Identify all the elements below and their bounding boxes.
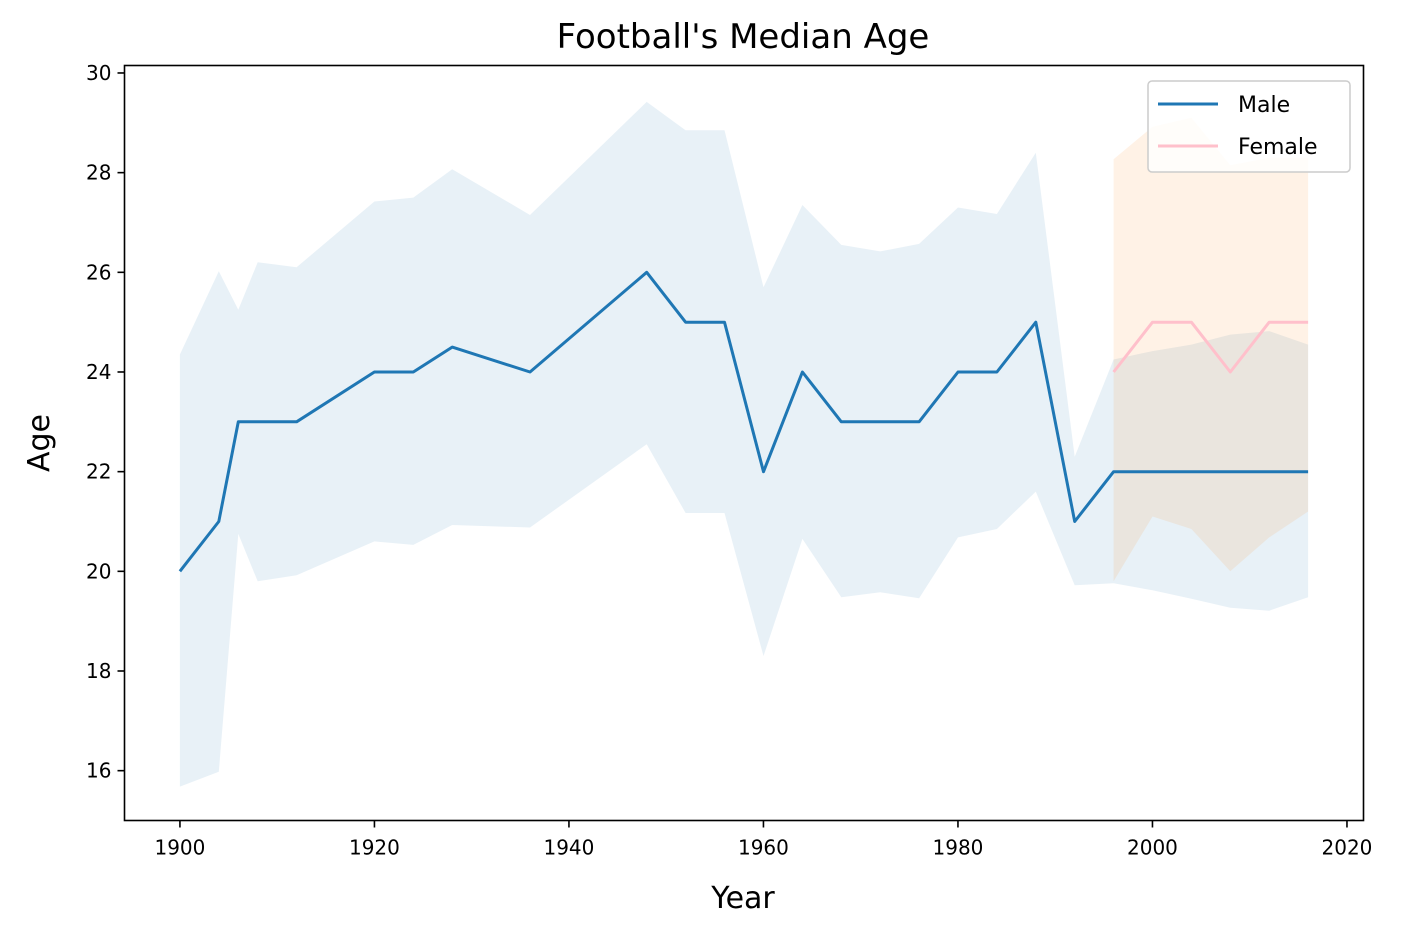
female-series-line <box>1112 320 1309 374</box>
x-tick-label: 1980 <box>933 836 984 860</box>
male-band <box>179 101 1309 787</box>
y-tick-label: 28 <box>86 161 111 185</box>
plot-frame <box>123 64 1365 822</box>
y-tick-label: 30 <box>86 61 111 85</box>
chart-title: Football's Median Age <box>557 17 930 57</box>
y-tick-label: 16 <box>86 759 111 783</box>
y-tick-label: 26 <box>86 260 111 284</box>
x-tick-label: 2020 <box>1322 836 1373 860</box>
y-tick-label: 18 <box>86 659 111 683</box>
legend: Male Female <box>1147 80 1351 173</box>
y-tick-label: 24 <box>86 360 111 384</box>
x-tick-label: 2000 <box>1127 836 1178 860</box>
y-axis-label: Age <box>22 414 57 472</box>
x-tick-label: 1960 <box>738 836 789 860</box>
female-band <box>1113 117 1309 582</box>
x-tick-label: 1920 <box>349 836 400 860</box>
y-tick-label: 20 <box>86 559 111 583</box>
y-tick-label: 22 <box>86 460 111 484</box>
x-tick-label: 1900 <box>154 836 205 860</box>
male-legend-label: Male <box>1238 93 1290 118</box>
series-lines <box>178 270 1309 573</box>
male-series-line <box>178 270 1309 573</box>
female-legend-label: Female <box>1238 135 1318 160</box>
x-tick-label: 1940 <box>543 836 594 860</box>
confidence-bands <box>179 101 1309 787</box>
x-axis: 1900 1920 1940 1960 1980 2000 2020 <box>154 820 1373 860</box>
x-axis-label: Year <box>710 881 775 916</box>
y-axis: 16 18 20 22 24 26 28 30 <box>86 61 125 783</box>
